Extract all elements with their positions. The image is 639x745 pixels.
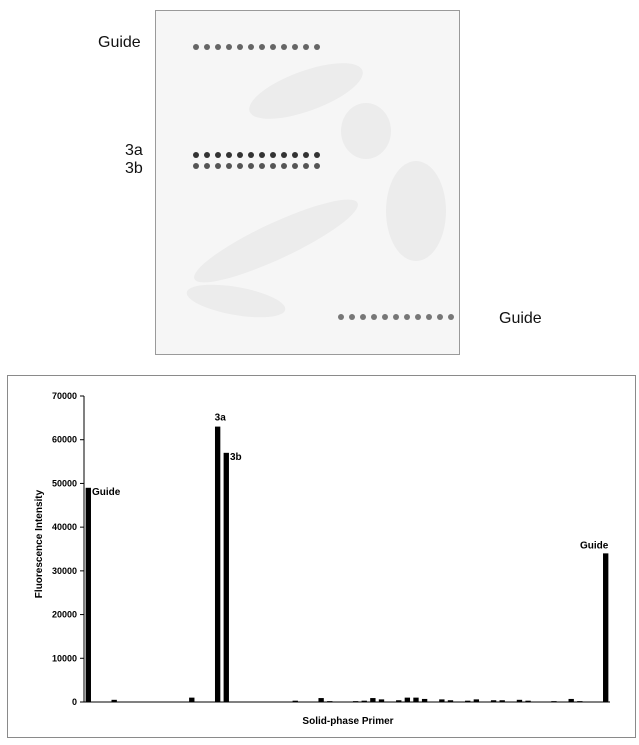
array-spot (349, 314, 355, 320)
y-tick-label: 70000 (52, 391, 77, 401)
bar (525, 700, 531, 702)
row-3b-label: 3b (125, 160, 143, 177)
row-3a-label: 3a (125, 142, 143, 159)
bar (370, 698, 376, 702)
array-spot (237, 44, 243, 50)
bar (111, 699, 117, 702)
array-spot (204, 163, 210, 169)
y-axis-ticks: 0 10000 20000 30000 40000 50000 60000 70000 (52, 391, 84, 707)
array-spot (226, 44, 232, 50)
array-spot (215, 152, 221, 158)
array-spot (281, 163, 287, 169)
spot-rows (193, 44, 454, 320)
array-spot (437, 314, 443, 320)
bar (318, 698, 324, 702)
array-spot (259, 163, 265, 169)
array-spot (226, 163, 232, 169)
x-axis-label: Solid-phase Primer (302, 716, 393, 727)
bar (603, 553, 609, 702)
bar-chart: Fluorescence Intensity Solid-phase Prime… (34, 391, 610, 727)
array-spot (237, 152, 243, 158)
array-spot (281, 152, 287, 158)
bar (447, 700, 454, 702)
background-blotches (186, 63, 446, 318)
array-spot (314, 152, 320, 158)
array-spot (415, 314, 421, 320)
bar (404, 697, 411, 702)
array-spot (248, 163, 254, 169)
bar (223, 452, 229, 702)
bar-annotation-label: 3a (215, 413, 227, 424)
y-tick-label: 40000 (52, 522, 77, 532)
array-spot (226, 152, 232, 158)
array-spot (292, 44, 298, 50)
chart-panel: Fluorescence Intensity Solid-phase Prime… (7, 375, 636, 738)
array-spot (314, 163, 320, 169)
array-spot (314, 44, 320, 50)
array-spot (303, 152, 309, 158)
array-spot (270, 152, 276, 158)
array-spot (360, 314, 366, 320)
array-spot (270, 163, 276, 169)
array-spot (259, 44, 265, 50)
array-spot (371, 314, 377, 320)
array-spot (193, 152, 199, 158)
bars (85, 426, 609, 702)
bar (516, 699, 523, 702)
y-tick-label: 60000 (52, 435, 77, 445)
bar (439, 699, 445, 702)
bar-annotation-label: Guide (580, 540, 609, 551)
bar-annotation-label: 3b (230, 452, 242, 463)
array-spot (292, 163, 298, 169)
array-spot (292, 152, 298, 158)
y-tick-label: 30000 (52, 566, 77, 576)
guide-bottom-label: Guide (499, 310, 542, 327)
array-spot (204, 44, 210, 50)
bar (499, 700, 505, 702)
array-spot (448, 314, 454, 320)
array-spot (338, 314, 344, 320)
bar-annotations: Guide 3a 3b Guide (92, 413, 609, 552)
y-tick-label: 50000 (52, 478, 77, 488)
bar (189, 697, 195, 702)
microarray-spots (186, 44, 454, 320)
y-tick-label: 20000 (52, 610, 77, 620)
array-spot (248, 152, 254, 158)
y-axis-label: Fluorescence Intensity (34, 489, 45, 598)
array-spot (237, 163, 243, 169)
bar (214, 426, 221, 702)
bar (490, 700, 497, 702)
bar (568, 698, 574, 702)
array-spot (193, 44, 199, 50)
bar (413, 697, 419, 702)
microarray-image (155, 10, 460, 355)
y-tick-label: 10000 (52, 653, 77, 663)
array-spot (426, 314, 432, 320)
array-spot (281, 44, 287, 50)
y-tick-label: 0 (72, 697, 77, 707)
array-spot (204, 152, 210, 158)
array-spot (259, 152, 265, 158)
bar (421, 698, 428, 702)
bar (361, 700, 367, 702)
array-spot (270, 44, 276, 50)
bar (465, 700, 471, 702)
array-spot (215, 163, 221, 169)
array-spot (303, 163, 309, 169)
array-spot (393, 314, 399, 320)
bar (378, 699, 385, 702)
bar (396, 700, 402, 702)
bar (292, 700, 298, 702)
array-spot (248, 44, 254, 50)
bar-annotation-label: Guide (92, 487, 121, 498)
array-spot (303, 44, 309, 50)
array-spot (215, 44, 221, 50)
array-spot (193, 163, 199, 169)
bar (473, 699, 480, 702)
bar (85, 487, 91, 702)
array-spot (382, 314, 388, 320)
guide-top-label: Guide (98, 34, 141, 51)
array-spot (404, 314, 410, 320)
